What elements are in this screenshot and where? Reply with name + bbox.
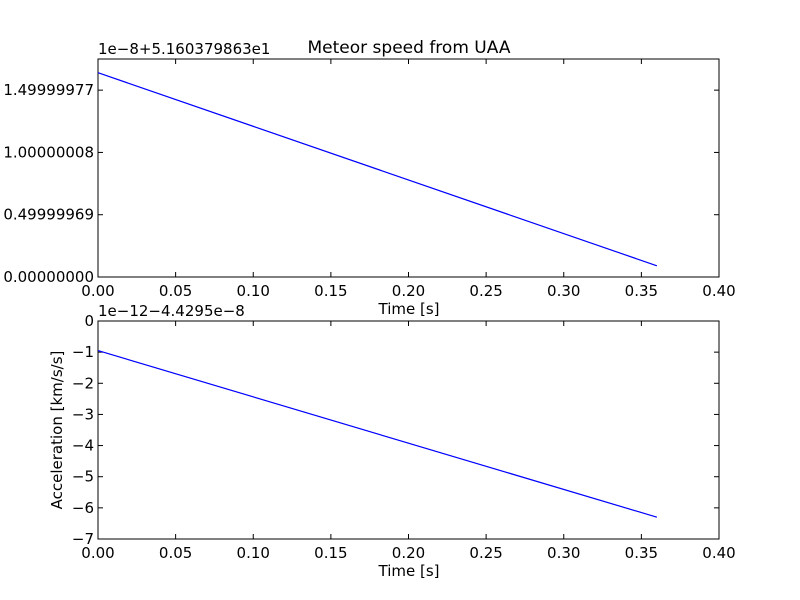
x-tick-label: 0.15 bbox=[314, 544, 347, 562]
x-tick-label: 0.35 bbox=[625, 544, 658, 562]
acceleration-panel: 1e−12−4.4295e−8 Time [s] Acceleration [k… bbox=[48, 302, 736, 580]
y-tick-label: 1.00000008 bbox=[3, 143, 94, 161]
x-tick-label: 0.00 bbox=[81, 282, 114, 300]
y-tick-label: −3 bbox=[72, 405, 94, 423]
y-tick-label: 0.00000000 bbox=[3, 268, 94, 286]
y-offset-label: 1e−12−4.4295e−8 bbox=[98, 302, 245, 320]
x-tick-label: 0.15 bbox=[314, 282, 347, 300]
x-tick-label: 0.25 bbox=[469, 544, 502, 562]
speed-panel: Meteor speed from UAA 1e−8+5.160379863e1… bbox=[3, 38, 735, 318]
y-tick-label: −2 bbox=[72, 374, 94, 392]
y-tick-label: −5 bbox=[72, 468, 94, 486]
chart-title: Meteor speed from UAA bbox=[308, 38, 511, 58]
x-tick-label: 0.20 bbox=[392, 544, 425, 562]
y-tick-label: −1 bbox=[72, 343, 94, 361]
x-tick-label: 0.10 bbox=[237, 282, 270, 300]
y-tick-label: 0 bbox=[84, 312, 94, 330]
x-axis-label: Time [s] bbox=[378, 300, 440, 318]
x-tick-label: 0.20 bbox=[392, 282, 425, 300]
y-tick-label: 0.49999969 bbox=[3, 206, 94, 224]
x-tick-label: 0.30 bbox=[547, 544, 580, 562]
y-offset-label: 1e−8+5.160379863e1 bbox=[98, 40, 270, 58]
y-tick-label: −4 bbox=[72, 437, 94, 455]
x-tick-label: 0.40 bbox=[702, 282, 735, 300]
x-tick-label: 0.10 bbox=[237, 544, 270, 562]
x-tick-label: 0.35 bbox=[625, 282, 658, 300]
x-tick-label: 0.05 bbox=[159, 282, 192, 300]
series-line bbox=[97, 350, 658, 518]
y-tick-label: −6 bbox=[72, 499, 94, 517]
x-tick-label: 0.40 bbox=[702, 544, 735, 562]
plot-frame bbox=[97, 58, 720, 278]
x-tick-label: 0.30 bbox=[547, 282, 580, 300]
x-axis-label: Time [s] bbox=[378, 562, 440, 580]
y-tick-label: −7 bbox=[72, 530, 94, 548]
series-line bbox=[97, 72, 658, 267]
y-axis-label: Acceleration [km/s/s] bbox=[48, 351, 66, 510]
x-tick-label: 0.25 bbox=[469, 282, 502, 300]
y-tick-label: 1.49999977 bbox=[3, 81, 94, 99]
x-tick-label: 0.00 bbox=[81, 544, 114, 562]
plot-frame bbox=[97, 320, 720, 540]
x-tick-label: 0.05 bbox=[159, 544, 192, 562]
